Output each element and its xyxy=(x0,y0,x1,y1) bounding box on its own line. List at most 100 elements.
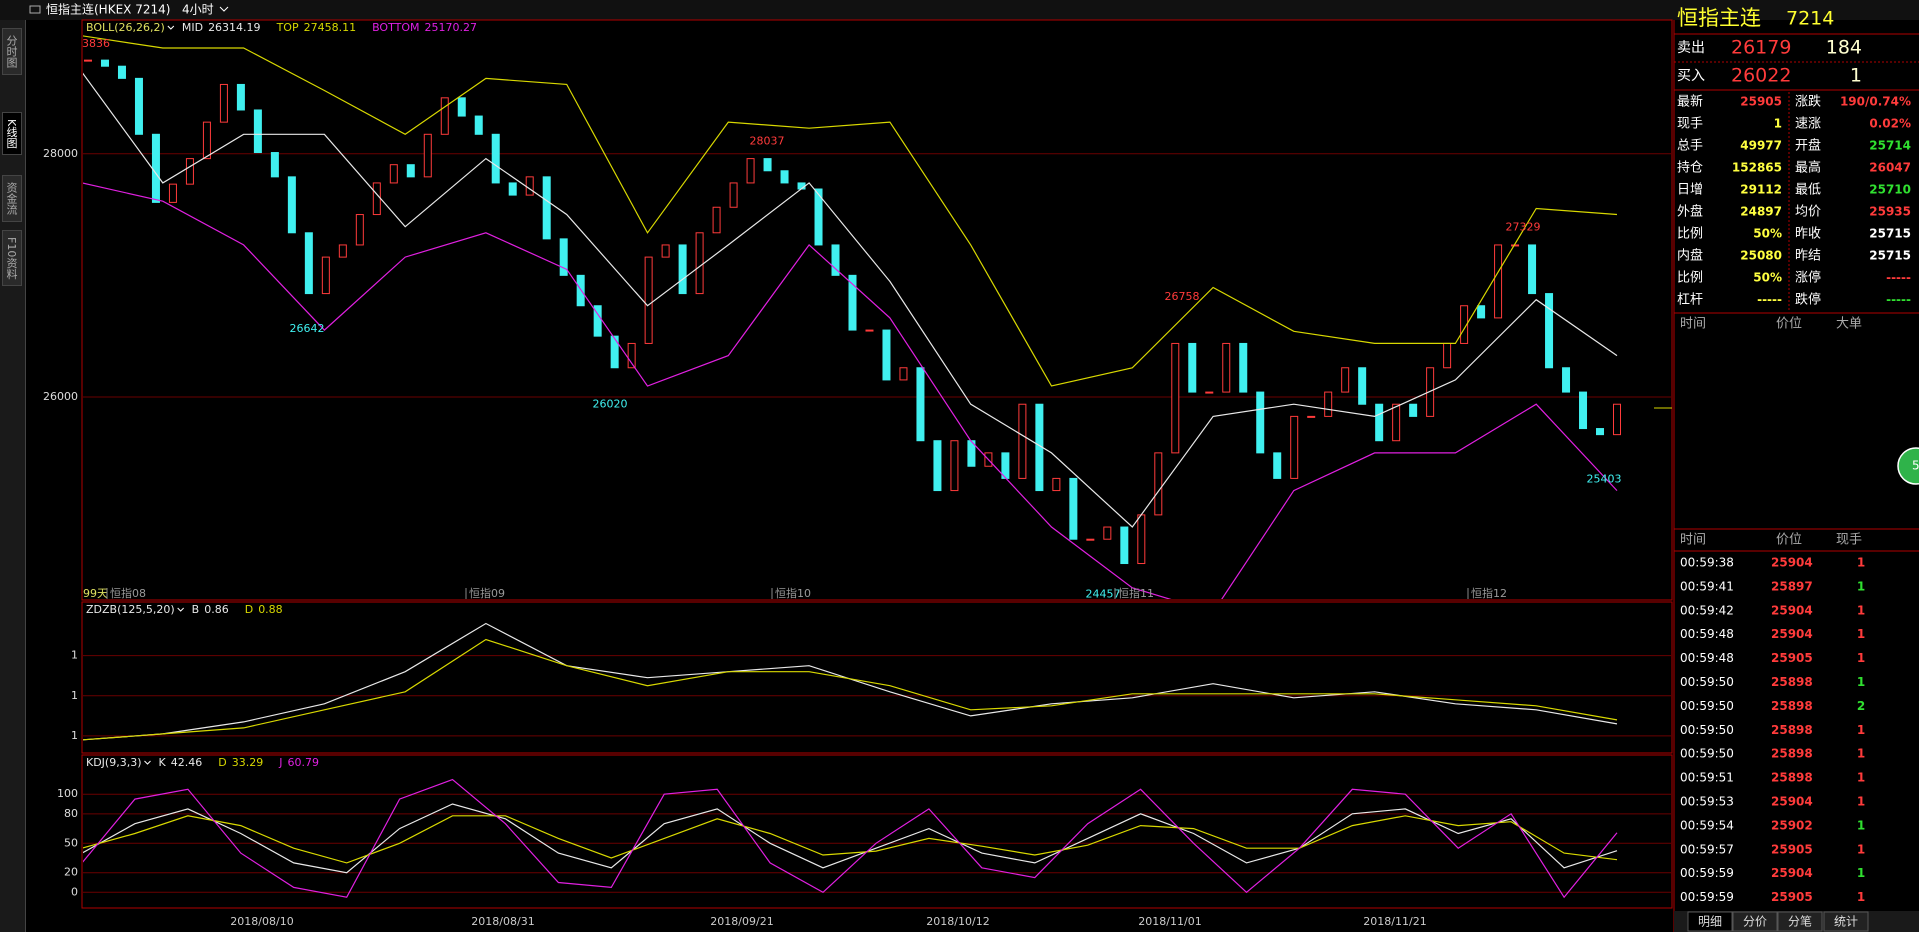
indicator-name[interactable]: KDJ(9,3,3) xyxy=(86,756,142,769)
candle xyxy=(1341,367,1350,393)
field-label: 总手 xyxy=(1677,139,1703,154)
side-tab[interactable]: F10资料 xyxy=(2,230,22,287)
window-icon xyxy=(29,5,41,14)
indicator-line xyxy=(83,638,1618,741)
side-tab[interactable]: K线图 xyxy=(2,112,22,156)
candle xyxy=(1545,293,1554,369)
candle xyxy=(1069,477,1078,540)
y-tick-label: 20 xyxy=(64,866,78,879)
zdzb-panel xyxy=(81,601,1673,754)
candle xyxy=(1324,391,1333,417)
book-price: 26179 xyxy=(1731,37,1791,59)
candle xyxy=(1596,428,1605,436)
side-tab[interactable]: 资金流 xyxy=(2,175,22,222)
candle xyxy=(1392,403,1401,442)
field-value: 25905 xyxy=(1740,95,1782,109)
field-value: 50% xyxy=(1753,271,1782,285)
tick-price: 25902 xyxy=(1771,818,1813,832)
candle xyxy=(916,367,925,442)
legend-name: D xyxy=(218,756,226,769)
indicator-line xyxy=(83,815,1618,864)
candle xyxy=(406,164,415,178)
legend-name: J xyxy=(278,756,282,769)
candle xyxy=(1120,526,1129,565)
candle xyxy=(661,244,670,258)
y-tick-label: 26000 xyxy=(43,390,78,403)
candle xyxy=(814,188,823,246)
tick-price: 25904 xyxy=(1771,795,1813,809)
bottom-tab-label[interactable]: 明细 xyxy=(1698,915,1722,929)
tick-price: 25898 xyxy=(1771,747,1813,761)
candle xyxy=(542,176,551,240)
candle xyxy=(1307,415,1316,418)
field-value: 25080 xyxy=(1740,249,1782,263)
tick-price: 25904 xyxy=(1771,603,1813,617)
column-header: 价位 xyxy=(1776,317,1802,332)
bottom-tab[interactable] xyxy=(1687,911,1733,932)
candle xyxy=(1222,342,1231,393)
candle xyxy=(1494,244,1503,319)
indicator-chevron xyxy=(144,760,151,765)
indicator-line xyxy=(83,72,1618,528)
tick-price: 25897 xyxy=(1771,579,1813,593)
indicator-name[interactable]: ZDZB(125,5,20) xyxy=(86,603,175,616)
candle xyxy=(168,183,177,203)
bottom-tab[interactable] xyxy=(1777,911,1823,932)
y-tick-label: 0 xyxy=(71,885,78,898)
tick-price: 25898 xyxy=(1771,771,1813,785)
bottom-tab-label[interactable]: 分笔 xyxy=(1788,914,1812,929)
tick-qty: 1 xyxy=(1857,651,1865,665)
legend-name: TOP xyxy=(276,21,299,34)
zdzb-plot xyxy=(83,622,1671,741)
candle xyxy=(1579,391,1588,430)
side-tabs: 分时图 K线图资金流 F10资料 xyxy=(0,20,26,932)
field-value: 25710 xyxy=(1869,183,1911,197)
contract-label: 恒指08 xyxy=(110,586,146,600)
field-value: 152865 xyxy=(1732,161,1782,175)
extreme-label: 25403 xyxy=(1587,473,1622,486)
indicator-name[interactable]: BOLL(26,26,2) xyxy=(86,21,165,34)
candle xyxy=(1613,403,1621,436)
tick-price: 25905 xyxy=(1771,890,1813,904)
candle xyxy=(1171,342,1180,454)
indicator-line xyxy=(83,35,1618,387)
candle xyxy=(1375,403,1384,442)
candle xyxy=(831,244,840,276)
candle xyxy=(1528,244,1537,295)
bottom-tab[interactable] xyxy=(1823,911,1869,932)
kdj-panel xyxy=(81,754,1673,909)
tick-qty: 1 xyxy=(1857,842,1865,856)
candle xyxy=(1511,244,1520,247)
candle xyxy=(1562,367,1571,393)
candle xyxy=(304,232,313,295)
candle xyxy=(457,97,466,117)
price-plot xyxy=(83,35,1671,599)
field-value: 190/0.74% xyxy=(1840,95,1911,109)
tick-price: 25898 xyxy=(1771,699,1813,713)
y-tick-label: 50 xyxy=(64,836,78,849)
candle xyxy=(355,214,364,246)
candle xyxy=(593,305,602,337)
legend-name: MID xyxy=(182,21,203,34)
tick-qty: 1 xyxy=(1857,675,1865,689)
field-label: 日增 xyxy=(1677,183,1703,198)
candle xyxy=(780,170,789,184)
candle xyxy=(1137,514,1146,565)
x-tick-label: 2018/08/31 xyxy=(471,915,534,928)
bottom-tab-label[interactable]: 分价 xyxy=(1743,915,1767,929)
candle xyxy=(1154,452,1163,516)
period-select[interactable]: 4小时 xyxy=(182,3,214,17)
field-label: 持仓 xyxy=(1677,161,1703,176)
top-bar xyxy=(0,0,1919,20)
candle xyxy=(848,274,857,331)
side-tab[interactable]: 分时图 xyxy=(2,28,22,75)
tick-qty: 1 xyxy=(1857,747,1865,761)
bottom-tab[interactable] xyxy=(1732,911,1778,932)
candle xyxy=(1103,526,1112,540)
bottom-tab-label[interactable]: 统计 xyxy=(1834,915,1858,929)
tick-time: 00:59:59 xyxy=(1680,866,1734,880)
field-label: 比例 xyxy=(1677,227,1703,242)
field-label: 涨跌 xyxy=(1795,94,1821,110)
